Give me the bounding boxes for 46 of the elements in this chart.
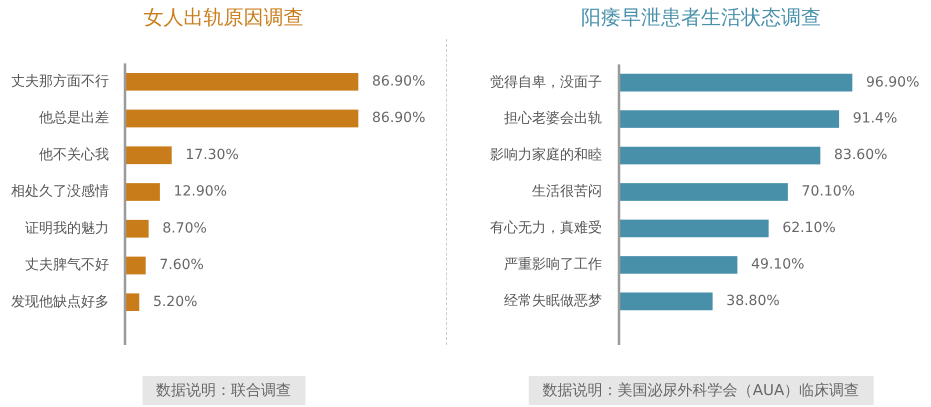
data-label: 83.60%: [834, 147, 888, 164]
y-tick-label: 证明我的魅力: [25, 220, 109, 236]
data-label: 5.20%: [152, 294, 198, 310]
bar: [125, 293, 140, 312]
y-tick-label: 发现他缺点好多: [11, 294, 109, 310]
data-label: 8.70%: [162, 220, 207, 236]
bar: [125, 146, 172, 164]
data-label: 38.80%: [726, 293, 780, 310]
data-label: 17.30%: [185, 146, 239, 163]
bar: [619, 292, 713, 310]
data-label: 91.4%: [852, 110, 898, 127]
y-tick-label: 生活很苦闷: [532, 184, 602, 200]
bar: [125, 220, 149, 238]
y-tick-label: 严重影响了工作: [504, 256, 602, 273]
y-tick-label: 有心无力，真难受: [490, 220, 602, 236]
bar: [125, 72, 358, 91]
y-tick-label: 他总是出差: [39, 110, 109, 126]
data-label: 86.90%: [372, 73, 426, 90]
bar: [619, 74, 852, 92]
bar: [619, 146, 820, 164]
y-tick-label: 担心老婆会出轨: [504, 110, 602, 127]
y-tick-label: 觉得自卑，没面子: [490, 74, 602, 90]
bar: [619, 183, 788, 201]
bar: [125, 256, 146, 274]
text: 数据说明：联合调查: [142, 376, 305, 405]
y-tick-label: 丈夫那方面不行: [11, 73, 109, 90]
data-label: 86.90%: [372, 110, 426, 126]
bar: [619, 220, 769, 238]
bar: [619, 256, 738, 274]
data-label: 12.90%: [174, 184, 227, 200]
data-label: 7.60%: [159, 257, 204, 274]
chart-title: 女人出轨原因调查: [142, 4, 304, 30]
y-tick-label: 丈夫脾气不好: [25, 257, 109, 274]
y-tick-label: 经常失眠做恶梦: [504, 293, 602, 310]
bar: [619, 110, 840, 128]
text: 数据说明：美国泌尿外科学会（AUA）临床调查: [528, 376, 874, 405]
bar: [125, 183, 160, 201]
data-label: 70.10%: [802, 184, 855, 200]
y-tick-label: 影响力家庭的和睦: [490, 147, 602, 164]
data-label: 62.10%: [782, 220, 836, 236]
y-tick-label: 相处久了没感情: [11, 184, 109, 200]
y-tick-label: 他不关心我: [39, 146, 109, 163]
chart-title: 阳痿早泄患者生活状态调查: [580, 4, 822, 30]
bar: [125, 110, 358, 128]
data-label: 49.10%: [751, 256, 804, 273]
data-label: 96.90%: [866, 74, 920, 90]
